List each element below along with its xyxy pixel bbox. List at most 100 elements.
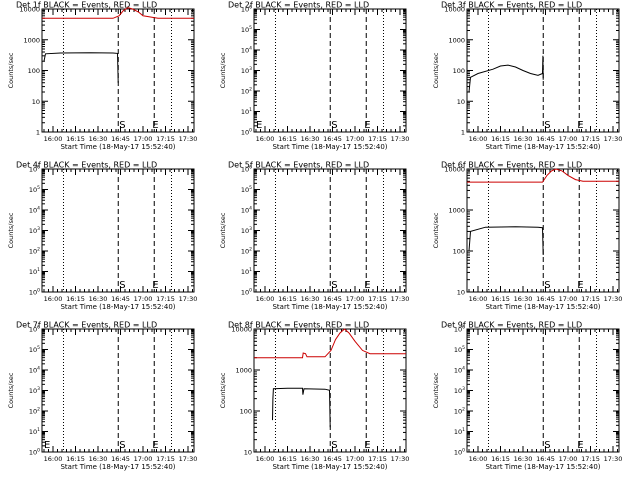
x-tick-label: 16:45	[536, 135, 555, 143]
y-axis-label: Counts/sec	[7, 52, 15, 88]
panel-title: Det 7f BLACK = Events, RED = LLD	[16, 321, 157, 330]
x-axis-label: Start Time (18-May-17 15:52:40)	[272, 143, 387, 151]
x-axis-label: Start Time (18-May-17 15:52:40)	[272, 303, 387, 311]
y-tick-label: 103	[29, 226, 40, 235]
x-axis-label: Start Time (18-May-17 15:52:40)	[60, 303, 175, 311]
y-tick-label: 104	[29, 366, 40, 375]
y-tick-label: 105	[454, 345, 465, 354]
x-tick-label: 16:00	[469, 295, 488, 303]
y-tick-label: 103	[241, 226, 252, 235]
x-tick-label: 16:45	[111, 295, 130, 303]
x-axis-label: Start Time (18-May-17 15:52:40)	[485, 463, 600, 471]
x-tick-label: 16:15	[66, 135, 85, 143]
x-tick-label: 16:15	[278, 455, 297, 463]
y-tick-label: 105	[29, 345, 40, 354]
y-tick-label: 101	[29, 427, 40, 436]
y-tick-label: 105	[241, 25, 252, 34]
y-tick-label: 101	[241, 267, 252, 276]
y-tick-label: 106	[241, 165, 252, 174]
marker-e: E	[577, 280, 583, 291]
marker-s: S	[544, 120, 550, 131]
panel-title: Det 5f BLACK = Events, RED = LLD	[228, 161, 369, 170]
events-series	[43, 52, 119, 83]
x-tick-label: 17:15	[581, 455, 600, 463]
marker-s: S	[544, 280, 550, 291]
marker-s: S	[119, 280, 125, 291]
x-tick-label: 17:30	[179, 455, 198, 463]
x-tick-label: 16:30	[301, 455, 320, 463]
x-tick-label: 17:00	[346, 455, 365, 463]
x-tick-label: 16:30	[514, 295, 533, 303]
x-tick-label: 16:30	[301, 295, 320, 303]
x-tick-label: 17:30	[391, 135, 410, 143]
x-tick-label: 16:45	[111, 135, 130, 143]
x-tick-label: 16:00	[469, 135, 488, 143]
y-tick-label: 101	[241, 107, 252, 116]
y-tick-label: 1000	[235, 367, 252, 375]
x-tick-label: 16:00	[256, 135, 275, 143]
y-tick-label: 1000	[448, 207, 465, 215]
y-tick-label: 101	[454, 427, 465, 436]
y-tick-label: 10000	[444, 6, 465, 14]
x-tick-label: 16:00	[256, 455, 275, 463]
x-tick-label: 17:00	[559, 455, 578, 463]
panel-det-6f: Det 6f BLACK = Events, RED = LLD Counts/s…	[432, 161, 622, 312]
x-tick-label: 16:15	[66, 455, 85, 463]
x-tick-label: 17:30	[391, 295, 410, 303]
y-axis-label: Counts/sec	[219, 372, 227, 408]
marker-e: E	[152, 440, 158, 451]
y-tick-label: 100	[454, 448, 465, 457]
y-tick-label: 106	[241, 5, 252, 14]
marker-e: E	[364, 440, 370, 451]
y-tick-label: 105	[29, 185, 40, 194]
x-tick-label: 17:30	[604, 455, 623, 463]
x-tick-label: 17:00	[134, 295, 153, 303]
y-axis-label: Counts/sec	[7, 212, 15, 248]
panel-title: Det 1f BLACK = Events, RED = LLD	[16, 1, 157, 10]
y-tick-label: 1000	[448, 36, 465, 44]
y-tick-label: 102	[454, 407, 465, 416]
x-tick-label: 17:30	[179, 295, 198, 303]
x-axis-label: Start Time (18-May-17 15:52:40)	[60, 463, 175, 471]
x-tick-label: 16:00	[44, 135, 63, 143]
x-tick-label: 17:15	[156, 135, 175, 143]
y-tick-label: 104	[241, 206, 252, 215]
y-tick-label: 100	[240, 408, 252, 416]
x-tick-label: 16:15	[491, 135, 510, 143]
x-tick-label: 16:45	[323, 455, 342, 463]
panel-det-3f: Det 3f BLACK = Events, RED = LLD Counts/s…	[432, 1, 622, 152]
marker-s: S	[119, 440, 125, 451]
marker-e: E	[152, 120, 158, 131]
marker-s: S	[331, 280, 337, 291]
x-axis-label: Start Time (18-May-17 15:52:40)	[60, 143, 175, 151]
x-tick-label: 17:15	[156, 455, 175, 463]
x-tick-label: 17:15	[156, 295, 175, 303]
x-tick-label: 16:30	[514, 135, 533, 143]
x-tick-label: 17:00	[559, 295, 578, 303]
y-axis-label: Counts/sec	[432, 212, 440, 248]
y-tick-label: 100	[29, 448, 40, 457]
x-axis-label: Start Time (18-May-17 15:52:40)	[485, 143, 600, 151]
marker-e: E	[152, 280, 158, 291]
y-tick-label: 105	[241, 185, 252, 194]
y-axis-label: Counts/sec	[432, 52, 440, 88]
y-tick-label: 102	[29, 407, 40, 416]
y-tick-label: 10000	[19, 6, 40, 14]
x-tick-label: 17:00	[559, 135, 578, 143]
panel-det-5f: Det 5f BLACK = Events, RED = LLD Counts/s…	[219, 161, 409, 312]
y-tick-label: 10	[32, 98, 40, 106]
x-tick-label: 17:30	[179, 135, 198, 143]
x-tick-label: 16:30	[89, 455, 108, 463]
x-tick-label: 16:45	[536, 455, 555, 463]
y-tick-label: 102	[29, 247, 40, 256]
marker-e: E	[364, 120, 370, 131]
marker-s: S	[331, 440, 337, 451]
panel-title: Det 9f BLACK = Events, RED = LLD	[441, 321, 582, 330]
x-tick-label: 17:30	[604, 135, 623, 143]
x-tick-label: 17:30	[391, 455, 410, 463]
x-tick-label: 16:30	[89, 135, 108, 143]
x-tick-label: 17:00	[346, 295, 365, 303]
y-tick-label: 103	[29, 386, 40, 395]
y-axis-label: Counts/sec	[219, 212, 227, 248]
y-tick-label: 10	[457, 98, 465, 106]
